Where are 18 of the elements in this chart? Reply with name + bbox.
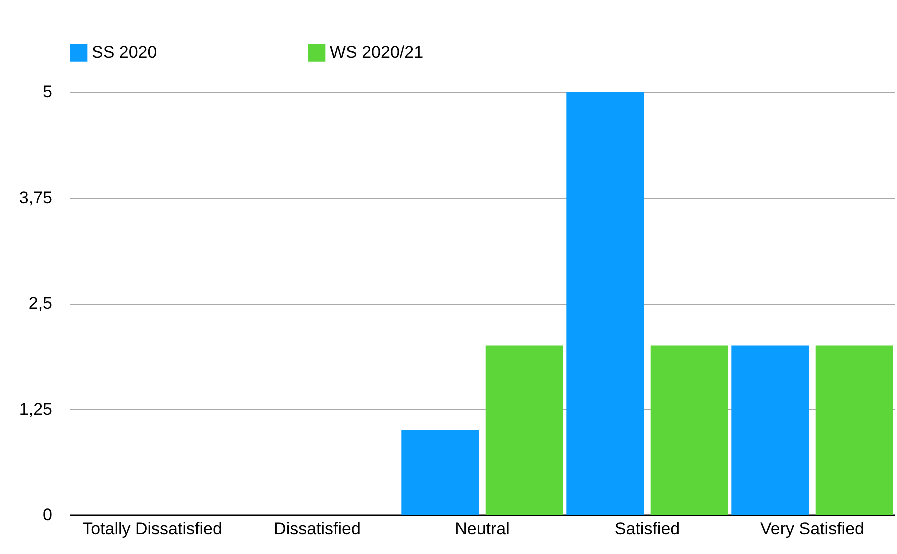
- x-tick-label: Very Satisfied: [760, 520, 864, 538]
- bar: [650, 346, 728, 515]
- legend-label: SS 2020: [92, 43, 158, 62]
- x-tick-label: Neutral: [455, 520, 510, 538]
- y-tick-label: 0: [43, 506, 52, 524]
- bar: [402, 430, 480, 515]
- x-tick-label: Satisfied: [614, 520, 680, 538]
- x-tick-label: Totally Dissatisfied: [82, 520, 222, 538]
- y-tick-label: 2,5: [28, 294, 52, 313]
- y-tick-label: 3,75: [19, 188, 52, 208]
- y-tick-label: 1,25: [19, 400, 52, 419]
- x-tick-label: Dissatisfied: [274, 520, 361, 538]
- legend-label: WS 2020/21: [330, 43, 424, 62]
- bar: [486, 346, 564, 515]
- bar: [566, 92, 644, 515]
- y-tick-label: 5: [43, 82, 52, 102]
- bar: [732, 346, 810, 515]
- bar: [816, 346, 894, 515]
